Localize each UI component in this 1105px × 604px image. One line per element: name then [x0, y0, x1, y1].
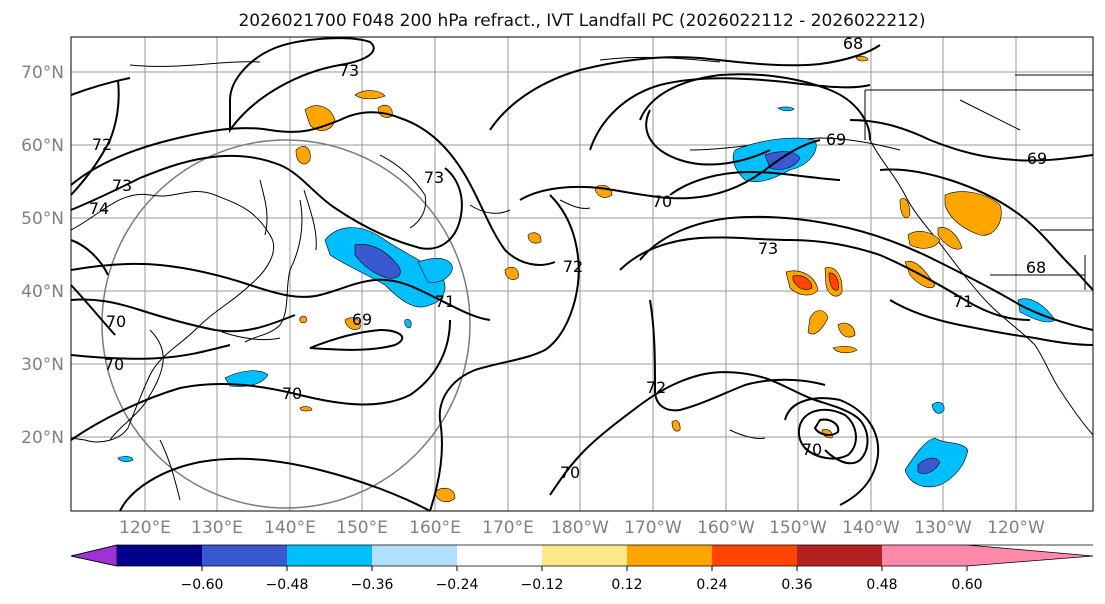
contour-label: 68 — [1026, 258, 1046, 277]
colorbar-tick-label: −0.12 — [521, 577, 564, 593]
colorbar-segment — [542, 545, 627, 566]
lon-label: 180°W — [551, 518, 609, 538]
contour-label: 69 — [826, 130, 846, 149]
lat-label: 50°N — [21, 209, 64, 229]
contour-label: 72 — [92, 135, 112, 154]
lon-label: 160°E — [409, 518, 461, 538]
contour-label: 69 — [1027, 149, 1047, 168]
colorbar-extend-low — [70, 544, 118, 567]
colorbar-tick-label: 0.60 — [951, 577, 982, 593]
landfall-radius-circle — [101, 139, 471, 509]
lat-label: 20°N — [21, 428, 64, 448]
refractivity-contours — [70, 37, 1094, 512]
figure-title: 2026021700 F048 200 hPa refract., IVT La… — [238, 11, 925, 31]
colorbar-segment — [627, 545, 712, 566]
contour-label: 70 — [104, 355, 124, 374]
colorbar-tick-label: 0.12 — [611, 577, 642, 593]
lat-label: 60°N — [21, 136, 64, 156]
contour-label: 70 — [282, 384, 302, 403]
contour-label: 70 — [802, 440, 822, 459]
contour-label: 72 — [646, 378, 666, 397]
colorbar-segment — [117, 545, 202, 566]
lon-label: 170°E — [482, 518, 534, 538]
contour-label: 70 — [652, 192, 672, 211]
contour-label: 71 — [435, 292, 455, 311]
colorbar-tick-label: 0.24 — [696, 577, 727, 593]
contour-label: 68 — [843, 34, 863, 53]
colorbar-segment — [287, 545, 372, 566]
lon-label: 130°W — [914, 518, 972, 538]
coastlines — [70, 56, 1094, 501]
lon-label: 140°W — [842, 518, 900, 538]
lon-label: 120°E — [119, 518, 171, 538]
colorbar-extend-high — [967, 545, 1093, 566]
colorbar-segment — [882, 545, 967, 566]
colorbar-segment — [797, 545, 882, 566]
colorbar-segment — [712, 545, 797, 566]
colorbar-segment — [372, 545, 457, 566]
lon-label: 130°E — [191, 518, 243, 538]
latitude-labels: 70°N 60°N 50°N 40°N 30°N 20°N — [21, 63, 64, 448]
map-frame — [70, 36, 1094, 512]
colorbar-tick-label: −0.48 — [266, 577, 309, 593]
colorbar-tick-label: −0.24 — [436, 577, 479, 593]
colorbar-segment — [457, 545, 542, 566]
lon-label: 150°E — [336, 518, 388, 538]
colorbar-segment — [202, 545, 287, 566]
filled-contours — [117, 55, 1056, 503]
longitude-labels: 120°E 130°E 140°E 150°E 160°E 170°E 180°… — [119, 518, 1045, 538]
lon-label: 120°W — [987, 518, 1045, 538]
lon-label: 160°W — [697, 518, 755, 538]
contour-label: 73 — [758, 239, 778, 258]
lat-label: 30°N — [21, 355, 64, 375]
lat-label: 70°N — [21, 63, 64, 83]
contour-label: 69 — [352, 310, 372, 329]
contour-label: 71 — [953, 292, 973, 311]
map-panel: 68 73 72 73 74 73 70 73 72 69 70 69 70 7… — [70, 34, 1094, 512]
lon-label: 140°E — [264, 518, 316, 538]
contour-label: 72 — [563, 257, 583, 276]
colorbar-tick-label: 0.48 — [866, 577, 897, 593]
colorbar-tick-label: −0.60 — [181, 577, 224, 593]
contour-labels: 68 73 72 73 74 73 70 73 72 69 70 69 70 7… — [89, 34, 1047, 482]
contour-label: 73 — [424, 168, 444, 187]
contour-label: 74 — [89, 199, 109, 218]
lat-label: 40°N — [21, 282, 64, 302]
colorbar-tick-label: −0.36 — [351, 577, 394, 593]
colorbar: −0.60 −0.48 −0.36 −0.24 −0.12 0.12 0.24 … — [70, 544, 1094, 593]
contour-label: 73 — [112, 176, 132, 195]
contour-label: 73 — [339, 61, 359, 80]
colorbar-tick-label: 0.36 — [781, 577, 812, 593]
lon-label: 150°W — [769, 518, 827, 538]
colorbar-ticks — [201, 566, 968, 571]
lon-label: 170°W — [624, 518, 682, 538]
contour-label: 70 — [106, 312, 126, 331]
contour-label: 70 — [560, 463, 580, 482]
